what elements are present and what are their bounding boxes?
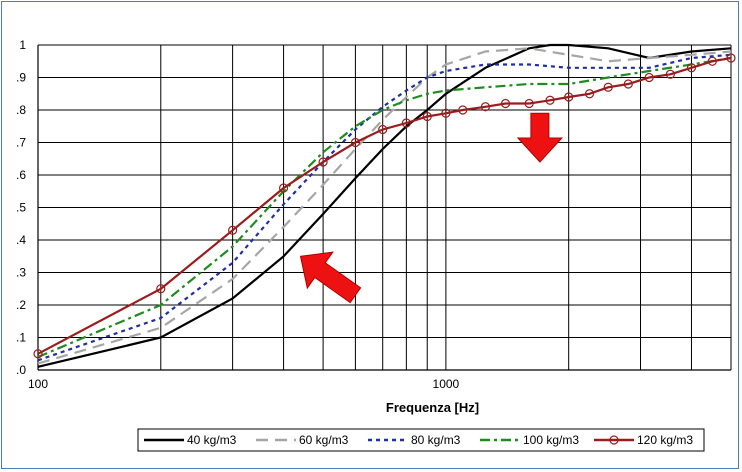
series-point <box>318 157 328 167</box>
series-point <box>686 63 697 73</box>
y-tick-label: .2 <box>16 298 26 312</box>
legend-label: 120 kg/m3 <box>637 433 693 447</box>
series-line-4 <box>37 56 732 359</box>
series-line-3 <box>37 53 732 362</box>
y-tick-label: 1 <box>19 38 26 52</box>
legend-label: 80 kg/m3 <box>411 433 461 447</box>
legend-label: 60 kg/m3 <box>299 433 349 447</box>
series-line-2 <box>37 47 732 365</box>
legend-label: 40 kg/m3 <box>187 433 237 447</box>
x-tick-label: 1000 <box>433 377 460 391</box>
series-point <box>480 102 491 112</box>
series-point <box>500 98 511 109</box>
arrow-annotations <box>299 112 564 304</box>
series-point <box>623 79 633 89</box>
series-point <box>378 124 388 135</box>
series-point <box>441 108 451 118</box>
series-point <box>644 72 654 83</box>
series-point <box>524 98 534 109</box>
series-point <box>707 56 717 66</box>
series-point <box>603 82 613 92</box>
axes <box>37 45 732 371</box>
legend: 40 kg/m3 60 kg/m3 80 kg/m3 100 kg/m3 120 kg/… <box>137 428 705 452</box>
y-tick-label: .3 <box>16 266 26 280</box>
y-tick-labels: .0 .1 .2 .3 .4 .5 .6 .7 .8 .9 1 <box>16 38 26 377</box>
y-tick-label: .0 <box>16 363 26 377</box>
y-tick-label: .6 <box>16 168 26 182</box>
legend-marker <box>609 435 619 445</box>
x-tick-label: 100 <box>28 377 48 391</box>
down-arrow <box>516 112 564 163</box>
y-tick-label: .7 <box>16 136 26 150</box>
series-point <box>156 284 166 294</box>
series-point <box>545 95 555 105</box>
series-point <box>33 349 43 359</box>
y-tick-label: .9 <box>16 71 26 85</box>
legend-box <box>137 428 705 452</box>
series-point <box>422 111 432 122</box>
y-tick-label: .8 <box>16 103 26 117</box>
series-point <box>726 53 736 63</box>
legend-label: 100 kg/m3 <box>523 433 579 447</box>
grid-lines <box>37 44 732 371</box>
series-point <box>401 118 411 128</box>
series-point <box>458 105 468 115</box>
series-line-5 <box>37 56 732 355</box>
x-tick-labels: 100 1000 <box>28 377 460 391</box>
y-tick-label: .4 <box>16 233 26 247</box>
series-point <box>228 225 238 235</box>
series-point <box>665 69 675 79</box>
y-tick-label: .1 <box>16 331 26 345</box>
series-point <box>564 92 574 102</box>
y-tick-label: .5 <box>16 201 26 215</box>
series-point <box>350 137 361 148</box>
series-lines <box>33 43 736 368</box>
series-line-1 <box>37 43 732 368</box>
series-point <box>584 89 595 99</box>
series-point <box>278 183 289 193</box>
up-left-arrow <box>299 251 362 304</box>
x-axis-label: Frequenza [Hz] <box>386 400 479 415</box>
